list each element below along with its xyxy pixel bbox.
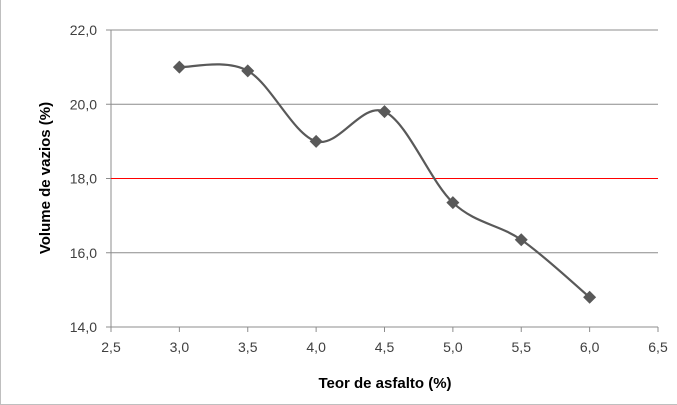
- x-tick-label: 3,5: [238, 339, 258, 355]
- data-point-marker: [172, 60, 186, 74]
- x-tick-label: 5,5: [512, 339, 532, 355]
- x-tick-label: 6,0: [580, 339, 600, 355]
- x-tick-label: 3,0: [170, 339, 190, 355]
- y-tick-label: 22,0: [70, 22, 97, 38]
- x-tick-label: 4,5: [375, 339, 395, 355]
- x-tick-label: 5,0: [443, 339, 463, 355]
- x-axis-title: Teor de asfalto (%): [318, 375, 451, 392]
- axes: [106, 29, 659, 332]
- data-point-marker: [514, 233, 528, 247]
- y-tick-label: 16,0: [70, 245, 97, 261]
- y-tick-label: 20,0: [70, 96, 97, 112]
- x-tick-label: 4,0: [306, 339, 326, 355]
- series-line: [179, 63, 591, 299]
- data-point-marker: [378, 105, 391, 119]
- y-tick-label: 14,0: [70, 319, 97, 335]
- gridlines: [111, 29, 658, 254]
- x-tick-label: 6,5: [648, 339, 668, 355]
- data-point-marker: [583, 290, 597, 304]
- data-point-marker: [309, 134, 323, 148]
- x-tick-label: 2,5: [101, 339, 121, 355]
- y-tick-label: 18,0: [70, 171, 97, 187]
- y-axis-title: Volume de vazios (%): [37, 102, 54, 254]
- series-group: [172, 60, 597, 304]
- data-point-marker: [446, 196, 460, 210]
- tick-labels: 14,0 16,0 18,0 20,0 22,0 2,5 3,0 3,5 4,0 4,5 5,0 5,…: [70, 22, 668, 355]
- data-point-marker: [241, 64, 255, 78]
